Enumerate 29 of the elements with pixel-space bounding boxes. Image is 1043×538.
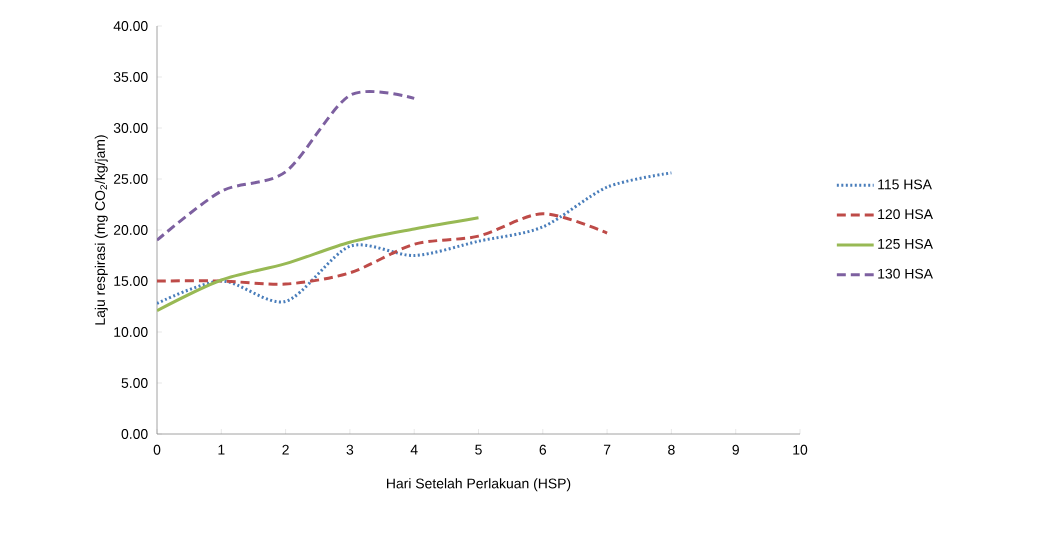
legend-label: 130 HSA: [878, 268, 933, 279]
y-tick-label: 40.00: [113, 21, 148, 31]
x-tick-label: 5: [475, 444, 482, 455]
x-tick-label: 10: [793, 444, 808, 455]
y-tick-label: 10.00: [114, 327, 148, 337]
line-series: [157, 212, 609, 286]
x-axis-title: Hari Setelah Perlakuan (HSP): [387, 478, 571, 492]
y-axis-title: Laju respirasi (mg CO$_{2}$/kg/jam): [94, 135, 108, 325]
y-tick-label: 25.00: [113, 174, 148, 184]
x-tick-label: 2: [282, 444, 289, 455]
x-tick-label: 3: [346, 444, 354, 455]
legend-label: 120 HSA: [878, 209, 933, 220]
x-tick-label: 1: [218, 444, 225, 455]
legend-label: 125 HSA: [878, 238, 933, 249]
x-tick-label: 6: [539, 444, 547, 455]
y-tick-label: 35.00: [113, 72, 148, 82]
x-tick-label: 9: [732, 444, 739, 455]
line-series: [157, 216, 480, 313]
legend-label: 115 HSA: [878, 179, 932, 190]
y-tick-label: 0.00: [121, 429, 148, 439]
line-series: [157, 171, 673, 305]
x-tick-label: 4: [410, 444, 418, 455]
x-tick-label: 0: [153, 444, 161, 455]
y-tick-label: 30.00: [113, 123, 148, 133]
y-tick-label: 20.00: [113, 225, 148, 235]
x-tick-label: 7: [603, 444, 611, 455]
y-tick-label: 15.00: [114, 276, 148, 286]
x-tick-label: 8: [668, 444, 675, 455]
y-tick-label: 5.00: [121, 378, 148, 388]
